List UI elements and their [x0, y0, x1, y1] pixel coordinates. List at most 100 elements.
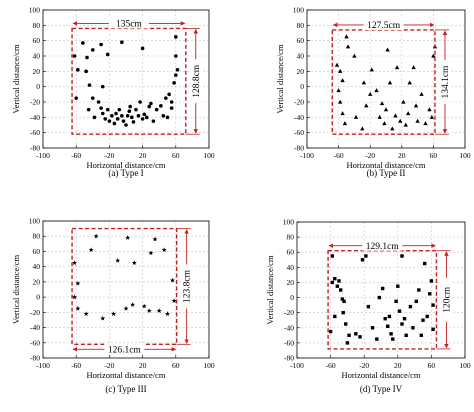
data-point [400, 322, 404, 326]
data-point [138, 100, 142, 104]
data-point [393, 113, 398, 118]
x-tick-label: 60 [430, 151, 438, 160]
data-point [345, 44, 351, 49]
data-point [333, 276, 337, 281]
panel-3: -80 -60 -40 -20 0 20 40 60 80 100 -100 -60 -20 20 60 10… [11, 217, 215, 395]
x-tick-label: 20 [139, 151, 147, 160]
x-tick-label: 60 [172, 361, 180, 370]
data-point [345, 341, 350, 345]
width-label-bg [104, 343, 145, 355]
data-point [405, 111, 411, 116]
data-point [382, 121, 387, 126]
y-tick-label: -40 [30, 113, 40, 122]
height-label: 120cm [442, 286, 452, 312]
width-label: 126.1cm [108, 346, 142, 356]
data-point [88, 247, 94, 253]
data-point [340, 111, 345, 116]
data-point [417, 288, 421, 292]
data-point [148, 250, 154, 256]
panel-caption: (d) Type IV [360, 384, 403, 394]
plot-frame [42, 220, 210, 359]
x-tick-label: -60 [71, 151, 81, 160]
x-tick-label: 100 [203, 361, 215, 370]
data-point [165, 311, 170, 316]
data-points [72, 35, 180, 127]
width-label: 127.5cm [367, 21, 401, 31]
data-point [127, 109, 132, 113]
y-tick-label: 20 [33, 277, 41, 286]
y-tick-label: 80 [297, 21, 305, 30]
data-point [389, 332, 393, 336]
data-point [92, 115, 97, 120]
data-point [130, 302, 136, 307]
data-point [328, 329, 333, 334]
x-tick-label: 20 [394, 361, 402, 370]
data-point [103, 117, 108, 121]
data-point [117, 107, 122, 112]
y-tick-label: 0 [300, 82, 304, 91]
x-tick-label: -100 [300, 151, 314, 160]
data-point [75, 280, 81, 286]
data-point [125, 235, 131, 240]
data-point [401, 99, 406, 104]
dimension-box [71, 227, 178, 346]
grid [43, 10, 209, 148]
data-point [429, 279, 434, 283]
data-point [123, 305, 129, 311]
x-tick-label: -60 [71, 361, 81, 370]
data-point [105, 107, 110, 112]
width-label-bg [108, 17, 149, 29]
y-axis-label: Vertical distance/cm [265, 255, 275, 325]
data-point [386, 324, 390, 328]
height-label-bg [440, 277, 453, 322]
data-point [175, 68, 180, 72]
y-tick-label: -20 [30, 98, 40, 107]
data-point [334, 62, 340, 67]
data-point [344, 322, 348, 326]
data-point [134, 107, 138, 112]
data-point [330, 254, 334, 258]
data-point [398, 118, 403, 123]
data-point [121, 119, 126, 123]
data-point [130, 115, 134, 120]
data-point [431, 303, 435, 307]
data-point [375, 337, 379, 341]
y-tick-label: -20 [294, 98, 304, 107]
data-point [87, 83, 92, 87]
data-point [427, 107, 432, 112]
grid [307, 10, 465, 148]
data-point [419, 333, 424, 338]
y-tick-label: 100 [283, 218, 295, 227]
data-point [422, 261, 427, 266]
data-point [112, 121, 117, 126]
y-tick-label: 40 [287, 263, 295, 272]
data-point [85, 55, 89, 60]
x-tick-label: -20 [104, 151, 114, 160]
plot-frame [42, 9, 210, 149]
data-point [411, 65, 416, 70]
data-point [385, 47, 390, 52]
x-axis-label: Horizontal distance/cm [86, 370, 165, 380]
y-tick-label: -20 [284, 308, 294, 317]
data-point [374, 88, 379, 93]
data-point [347, 333, 351, 338]
data-point [111, 311, 117, 316]
data-point [402, 317, 407, 321]
data-point [100, 111, 105, 116]
data-point [413, 103, 419, 108]
data-point [99, 106, 103, 110]
data-point [140, 117, 145, 121]
data-point [91, 96, 95, 100]
data-point [147, 104, 152, 109]
data-point [161, 247, 167, 253]
data-point [337, 68, 343, 73]
data-points [72, 233, 177, 321]
data-point [100, 315, 106, 321]
data-point [169, 100, 174, 104]
data-point [152, 236, 158, 242]
data-point [361, 80, 367, 85]
data-point [81, 41, 85, 45]
data-point [172, 81, 176, 85]
data-point [370, 326, 375, 330]
data-point [338, 288, 343, 292]
